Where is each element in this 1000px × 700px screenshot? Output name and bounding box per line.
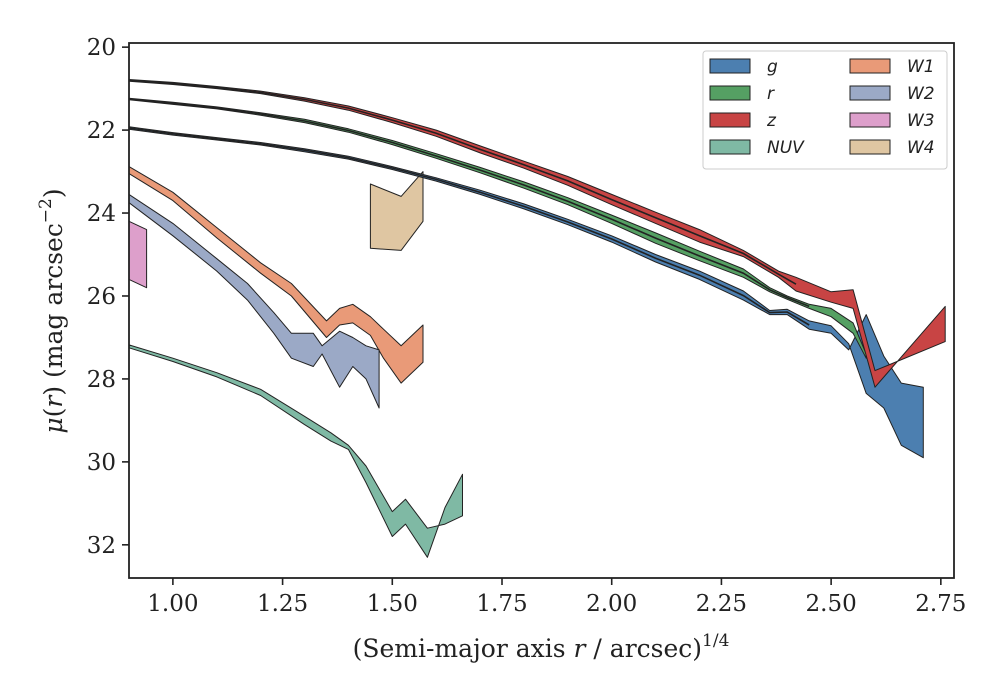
x-tick-label: 2.25 xyxy=(696,591,747,617)
centerline-g xyxy=(128,127,810,326)
y-axis-label-open: ( xyxy=(39,408,68,418)
legend-label-nuv: NUV xyxy=(767,138,805,158)
legend-label-w3: W3 xyxy=(907,111,935,131)
x-axis-label-prefix: (Semi-major axis xyxy=(353,634,574,663)
band-g xyxy=(128,126,924,459)
y-tick-label: 26 xyxy=(87,284,116,310)
y-axis-ticks: 20 22 24 26 28 30 32 xyxy=(87,35,129,559)
x-tick-label: 2.00 xyxy=(586,591,637,617)
legend-swatch-w4 xyxy=(849,139,891,155)
y-tick-label: 30 xyxy=(87,450,116,476)
x-tick-label: 2.75 xyxy=(915,591,966,617)
x-tick-label: 1.75 xyxy=(476,591,527,617)
band-w1 xyxy=(128,166,424,384)
y-tick-label: 22 xyxy=(87,118,116,144)
legend-swatch-z xyxy=(709,112,751,128)
x-tick-label: 2.50 xyxy=(806,591,857,617)
legend-swatch-nuv xyxy=(709,139,751,155)
y-tick-label: 24 xyxy=(87,201,116,227)
centerline-r xyxy=(128,98,810,308)
y-axis-label-var: r xyxy=(39,394,68,408)
legend: grz NUV W1 W2 W3 W4 xyxy=(702,50,948,170)
band-w2 xyxy=(128,193,380,409)
x-axis-label: (Semi-major axis r / arcsec)1/4 xyxy=(353,631,730,663)
legend-swatch-r xyxy=(709,85,751,101)
legend-swatch-g xyxy=(709,58,751,74)
band-w3 xyxy=(128,220,148,289)
legend-label-r: r xyxy=(767,84,775,104)
y-axis-label-end: ) xyxy=(39,188,68,198)
y-axis-label: μ(r) (mag arcsec−2) xyxy=(36,188,68,433)
plot-frame xyxy=(128,42,955,579)
legend-label-w2: W2 xyxy=(907,84,935,104)
x-axis-label-var: r xyxy=(574,634,588,663)
x-tick-label: 1.00 xyxy=(147,591,198,617)
y-axis-label-unit: ) (mag arcsec xyxy=(39,223,68,396)
band-w4 xyxy=(369,171,424,251)
legend-label-g: g xyxy=(767,57,778,77)
x-tick-label: 1.50 xyxy=(367,591,418,617)
legend-swatch-w2 xyxy=(849,85,891,101)
profile-bands xyxy=(128,79,946,558)
profile-centerlines xyxy=(128,79,810,326)
y-tick-label: 28 xyxy=(87,367,116,393)
y-axis-label-exponent: −2 xyxy=(36,198,56,223)
x-axis-ticks: 1.00 1.25 1.50 1.75 2.00 2.25 2.50 2.75 xyxy=(147,578,966,617)
y-tick-label: 32 xyxy=(87,533,116,559)
legend-label-w1: W1 xyxy=(907,57,935,77)
band-r xyxy=(128,97,867,359)
x-axis-label-suffix: / arcsec) xyxy=(585,634,702,663)
y-tick-label: 20 xyxy=(87,35,116,61)
band-z xyxy=(128,79,946,388)
legend-label-z: z xyxy=(766,111,777,131)
legend-swatch-w1 xyxy=(849,58,891,74)
y-axis-label-mu: μ xyxy=(39,417,68,433)
legend-label-w4: W4 xyxy=(907,138,935,158)
legend-swatch-w3 xyxy=(849,112,891,128)
band-nuv xyxy=(128,344,463,558)
centerline-z xyxy=(128,79,797,285)
x-axis-label-exponent: 1/4 xyxy=(702,631,729,651)
x-tick-label: 1.25 xyxy=(257,591,308,617)
